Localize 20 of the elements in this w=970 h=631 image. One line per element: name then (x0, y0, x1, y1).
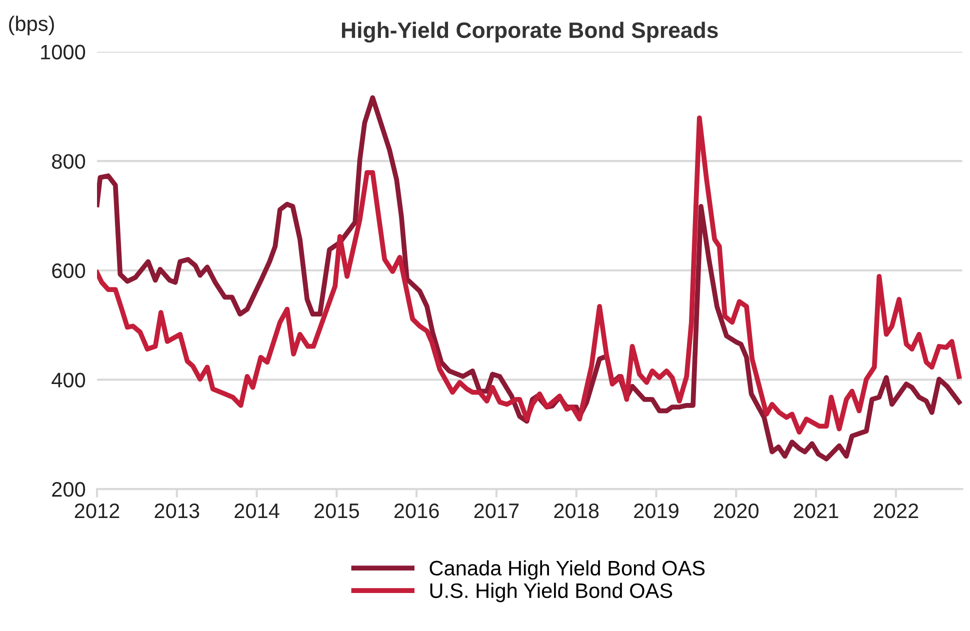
y-tick-label: 800 (52, 154, 86, 169)
y-tick-label: 400 (52, 372, 86, 388)
x-tick-label: 2020 (714, 503, 759, 518)
x-tick-label: 2022 (874, 503, 918, 518)
chart-title: High-Yield Corporate Bond Spreads (342, 22, 718, 43)
x-tick-label: 2016 (394, 503, 439, 518)
x-tick-label: 2018 (554, 503, 599, 518)
y-tick-label: 1000 (41, 44, 86, 60)
x-tick-label: 2015 (314, 503, 359, 518)
legend-label: U.S. High Yield Bond OAS (430, 582, 672, 602)
x-tick-label: 2014 (234, 503, 280, 518)
x-tick-label: 2021 (794, 503, 838, 518)
x-tick-label: 2012 (74, 503, 120, 518)
x-tick-label: 2017 (474, 503, 519, 518)
y-tick-label: 600 (52, 263, 86, 278)
y-tick-label: 200 (52, 482, 86, 497)
legend-label: Canada High Yield Bond OAS (430, 560, 705, 580)
x-tick-label: 2019 (634, 503, 678, 518)
y-axis-title: (bps) (9, 16, 54, 36)
x-tick-label: 2013 (154, 503, 200, 518)
